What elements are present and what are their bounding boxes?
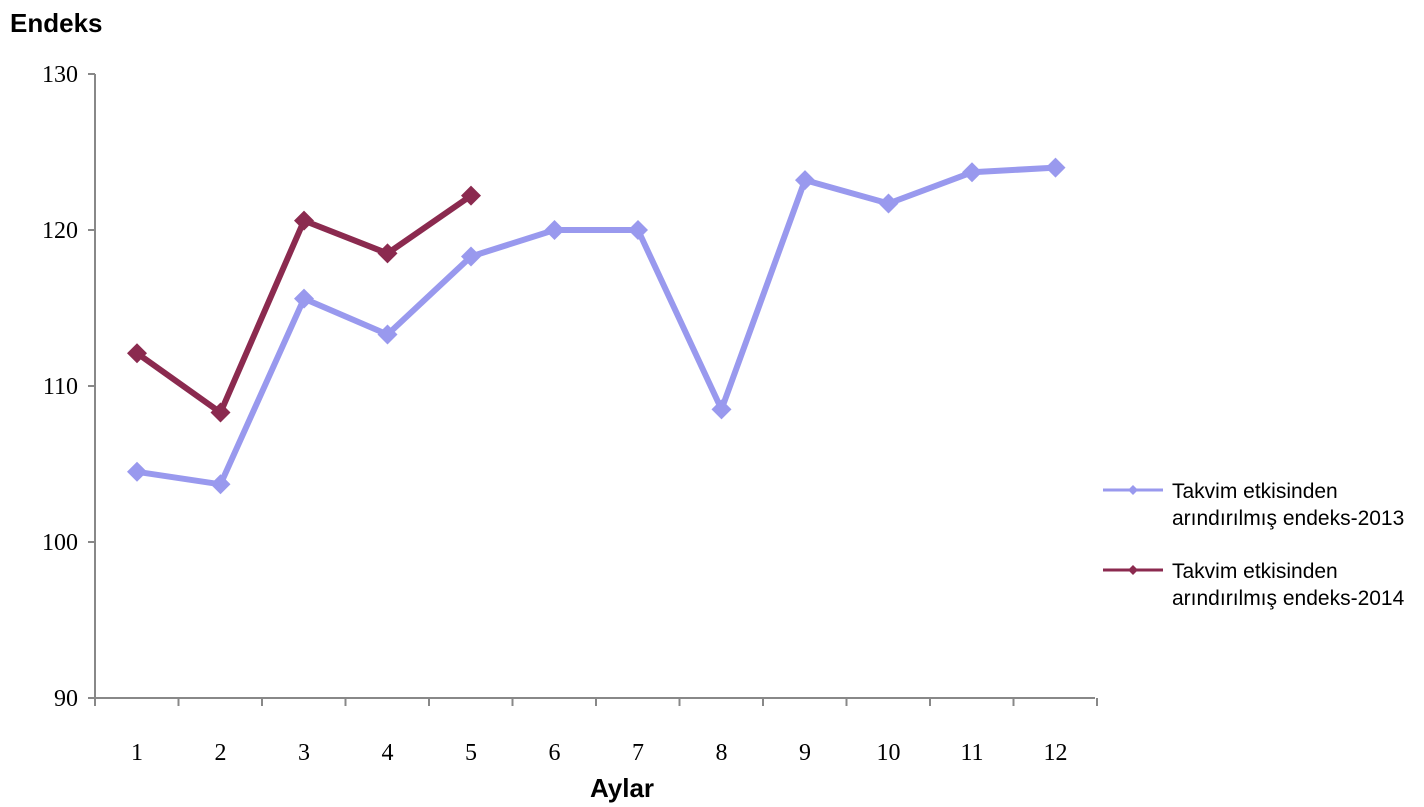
- series-1-point: [795, 170, 815, 191]
- series-2-point: [294, 210, 314, 231]
- legend-entry-1-line-2: arındırılmış endeks-2013: [1172, 507, 1404, 530]
- series-2-point: [127, 343, 147, 364]
- y-tick-label: 120: [42, 218, 78, 244]
- series-1-point: [294, 288, 314, 309]
- series-1-point: [127, 461, 147, 482]
- legend-swatch-marker-2: [1128, 565, 1138, 575]
- x-tick-label: 7: [632, 740, 644, 766]
- series-2-point: [377, 243, 398, 264]
- x-tick-label: 1: [131, 740, 143, 766]
- series-1-point: [628, 220, 648, 240]
- y-axis-title: Endeks: [10, 8, 103, 38]
- x-tick-label: 6: [549, 740, 561, 766]
- series-1-point: [711, 399, 732, 420]
- series-layer: [127, 157, 1066, 495]
- series-2-point: [461, 185, 481, 206]
- x-tick-label: 10: [877, 740, 901, 766]
- x-tick-label: 11: [960, 740, 983, 766]
- legend-entry-1-line-1: Takvim etkisinden: [1172, 480, 1338, 503]
- series-2-point: [210, 402, 231, 423]
- series-1-point: [210, 474, 231, 495]
- x-axis-title: Aylar: [590, 773, 654, 803]
- x-tick-label: 12: [1044, 740, 1068, 766]
- x-tick-label: 9: [799, 740, 811, 766]
- series-line-1: [136, 164, 1056, 488]
- legend-swatch-marker-1: [1128, 485, 1138, 495]
- series-1-point: [962, 162, 982, 183]
- series-1-point: [377, 324, 398, 345]
- x-tick-label: 3: [298, 740, 310, 766]
- series-1-point: [544, 220, 565, 240]
- legend: Takvim etkisinden arındırılmış endeks-201…: [1103, 480, 1405, 610]
- y-tick-label: 110: [43, 374, 78, 400]
- y-tick-label: 90: [54, 686, 78, 712]
- x-tick-label: 4: [382, 740, 394, 766]
- x-tick-label: 8: [716, 740, 728, 766]
- series-1-point: [878, 193, 899, 214]
- legend-entry-2-line-2: arındırılmış endeks-2014: [1172, 587, 1405, 610]
- x-tick-label: 5: [465, 740, 477, 766]
- series-1-point: [1045, 157, 1066, 178]
- y-axis-ticks: 90 100 110 120 130: [42, 62, 95, 712]
- y-tick-label: 130: [42, 62, 78, 88]
- legend-entry-2-line-1: Takvim etkisinden: [1172, 560, 1338, 583]
- series-1-point: [461, 246, 481, 267]
- x-tick-label: 2: [215, 740, 227, 766]
- y-tick-label: 100: [42, 530, 78, 556]
- x-axis-ticks: 1 2 3 4 5 6 7 8 9 10 11 12: [94, 698, 1098, 766]
